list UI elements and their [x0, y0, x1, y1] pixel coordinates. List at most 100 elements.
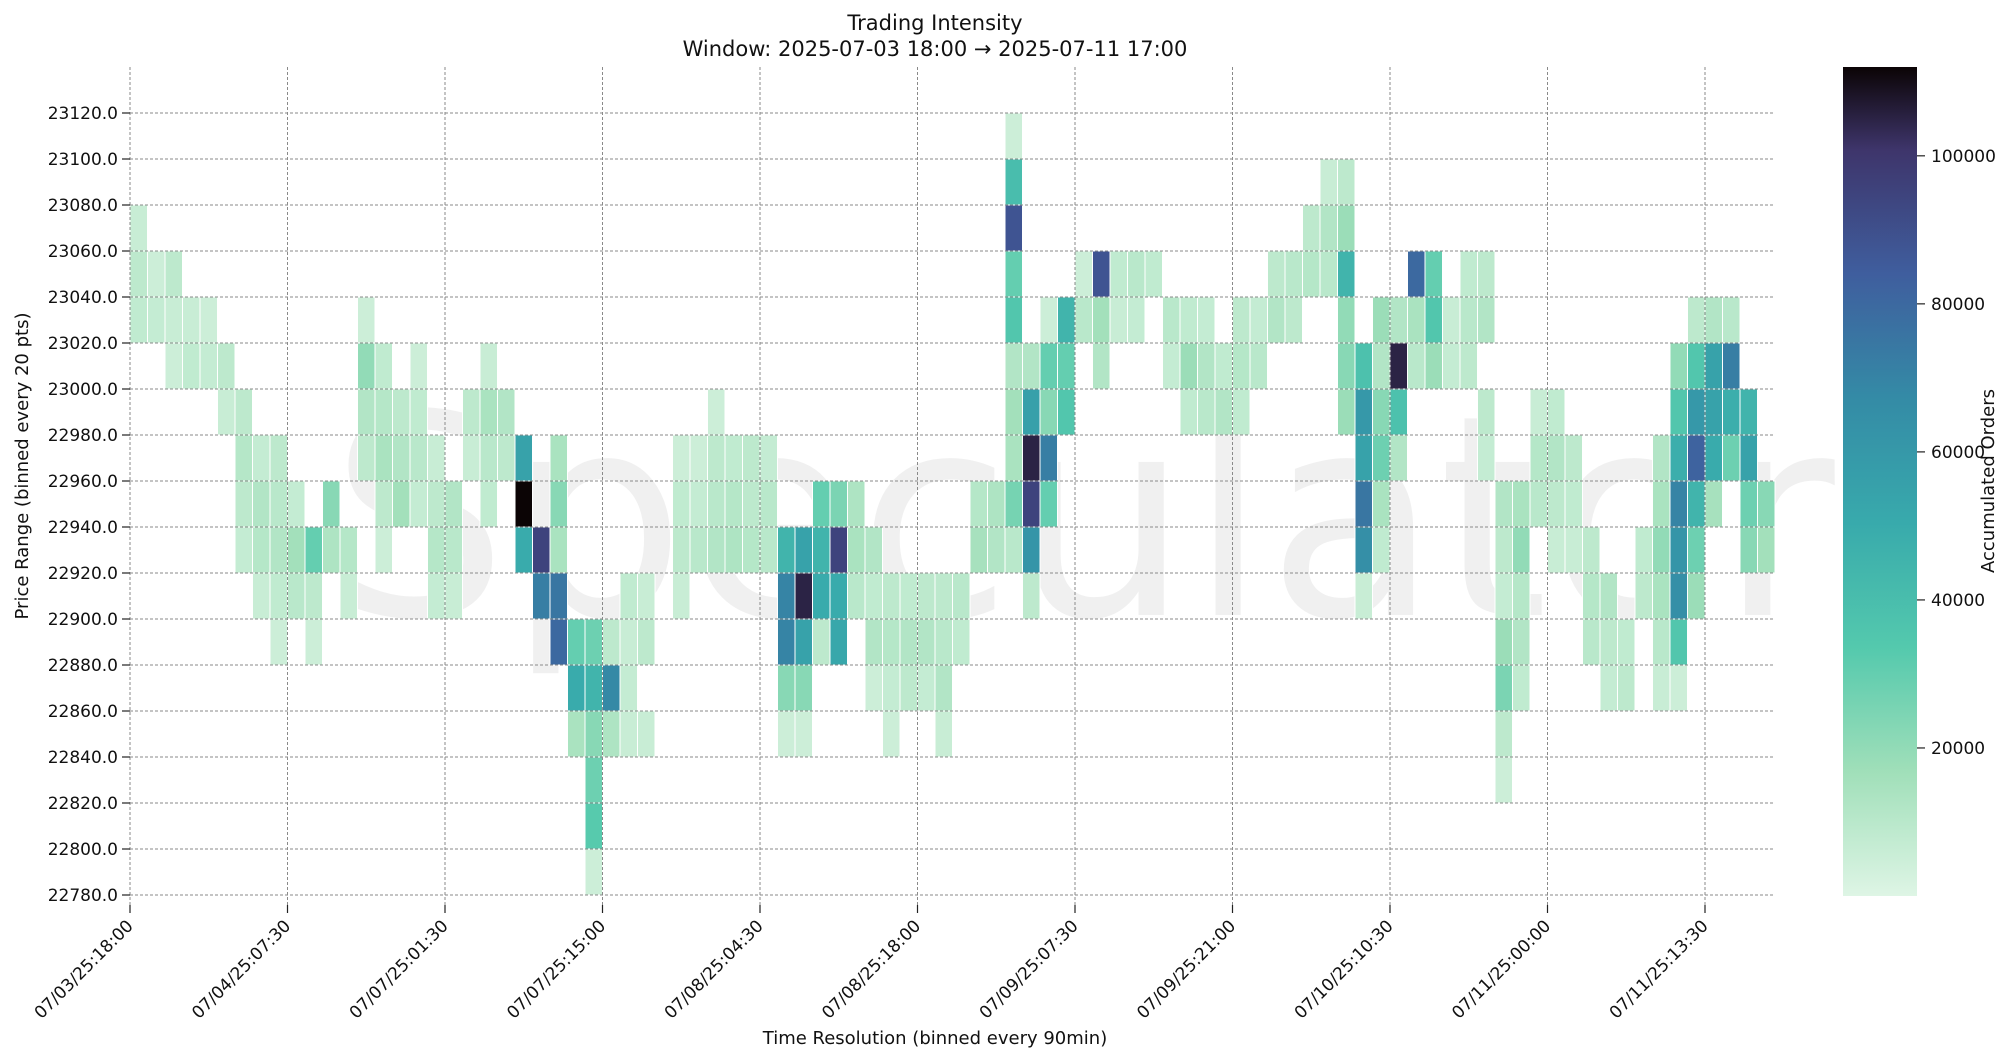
heatmap-cell	[672, 434, 691, 482]
heatmap-cell	[689, 526, 708, 574]
heatmap-cell	[409, 388, 428, 436]
heatmap-cell	[1354, 572, 1373, 620]
heatmap-cell	[1564, 480, 1583, 528]
heatmap-cell	[742, 480, 761, 528]
heatmap-cell	[1092, 296, 1111, 344]
heatmap-cell	[602, 710, 621, 758]
heatmap-cell	[1022, 434, 1041, 482]
heatmap-cell	[1319, 250, 1338, 298]
heatmap-cell	[1162, 296, 1181, 344]
heatmap-cell	[444, 526, 463, 574]
heatmap-cell	[304, 618, 323, 666]
heatmap-cell	[374, 434, 393, 482]
heatmap-cell	[794, 572, 813, 620]
heatmap-cell	[1669, 572, 1688, 620]
heatmap-cell	[899, 572, 918, 620]
heatmap-cell	[287, 480, 306, 528]
heatmap-cell	[1407, 250, 1426, 298]
heatmap-cell	[1739, 434, 1758, 482]
heatmap-cell	[427, 480, 446, 528]
heatmap-cell	[759, 434, 778, 482]
heatmap-cell	[619, 618, 638, 666]
heatmap-cell	[1547, 480, 1566, 528]
heatmap-cell	[1547, 526, 1566, 574]
heatmap-cell	[1564, 526, 1583, 574]
heatmap-cell	[637, 618, 656, 666]
heatmap-cell	[1459, 296, 1478, 344]
heatmap-cell	[374, 480, 393, 528]
heatmap-cell	[1687, 526, 1706, 574]
heatmap-cell	[602, 664, 621, 712]
heatmap-cell	[952, 618, 971, 666]
heatmap-cell	[514, 434, 533, 482]
heatmap-cell	[1039, 296, 1058, 344]
y-tick-label: 22860.0	[48, 702, 118, 722]
x-tick-label: 07/07/25:01:30	[346, 916, 453, 1023]
heatmap-cell	[549, 572, 568, 620]
x-tick-label: 07/07/25:15:00	[503, 916, 610, 1023]
heatmap-cell	[269, 572, 288, 620]
heatmap-cell	[1477, 250, 1496, 298]
x-tick-label: 07/08/25:04:30	[661, 916, 768, 1023]
heatmap-cell	[462, 434, 481, 482]
heatmap-cell	[1179, 342, 1198, 390]
heatmap-cell	[1284, 296, 1303, 344]
heatmap-cell	[147, 296, 166, 344]
x-tick-label: 07/10/25:10:30	[1291, 916, 1398, 1023]
y-tick-label: 22900.0	[48, 610, 118, 630]
heatmap-cell	[1722, 296, 1741, 344]
heatmap-cell	[532, 526, 551, 574]
heatmap-cell	[759, 526, 778, 574]
heatmap-cell	[1582, 618, 1601, 666]
heatmap-cell	[794, 526, 813, 574]
heatmap-cell	[1004, 526, 1023, 574]
colorbar-tick-label: 60000	[1931, 443, 1985, 463]
heatmap-cell	[1512, 480, 1531, 528]
heatmap-cell	[934, 572, 953, 620]
heatmap-cell	[427, 434, 446, 482]
heatmap-cell	[882, 618, 901, 666]
heatmap-cell	[1232, 296, 1251, 344]
heatmap-cell	[864, 664, 883, 712]
heatmap-cell	[304, 526, 323, 574]
heatmap-cell	[1424, 342, 1443, 390]
colorbar-tick-label: 20000	[1931, 739, 1985, 759]
heatmap-cell	[1494, 526, 1513, 574]
heatmap-cell	[444, 572, 463, 620]
heatmap-cell	[1004, 342, 1023, 390]
heatmap-cell	[724, 526, 743, 574]
heatmap-cell	[1109, 250, 1128, 298]
heatmap-cell	[1494, 572, 1513, 620]
heatmap-cell	[1617, 664, 1636, 712]
heatmap-cell	[1669, 480, 1688, 528]
heatmap-cell	[269, 480, 288, 528]
heatmap-cell	[847, 480, 866, 528]
heatmap-cell	[1004, 388, 1023, 436]
heatmap-cell	[252, 572, 271, 620]
heatmap-cell	[287, 526, 306, 574]
heatmap-cell	[1739, 526, 1758, 574]
heatmap-cell	[1372, 434, 1391, 482]
heatmap-cell	[882, 710, 901, 758]
heatmap-cell	[252, 434, 271, 482]
heatmap-cell	[1477, 434, 1496, 482]
colorbar-tick-label: 100000	[1931, 147, 1996, 167]
heatmap-cell	[1249, 296, 1268, 344]
heatmap-cell	[217, 342, 236, 390]
heatmap-cell	[724, 480, 743, 528]
heatmap-cell	[1564, 434, 1583, 482]
heatmap-cell	[1634, 526, 1653, 574]
heatmap-cell	[234, 434, 253, 482]
heatmap-cell	[1337, 204, 1356, 252]
heatmap-cell	[1599, 664, 1618, 712]
heatmap-cell	[1512, 526, 1531, 574]
heatmap-cell	[164, 250, 183, 298]
heatmap-cell	[1022, 342, 1041, 390]
heatmap-cell	[1214, 342, 1233, 390]
heatmap-cell	[707, 388, 726, 436]
heatmap-cell	[392, 480, 411, 528]
heatmap-cell	[1074, 250, 1093, 298]
heatmap-cell	[1669, 618, 1688, 666]
heatmap-cell	[1004, 296, 1023, 344]
